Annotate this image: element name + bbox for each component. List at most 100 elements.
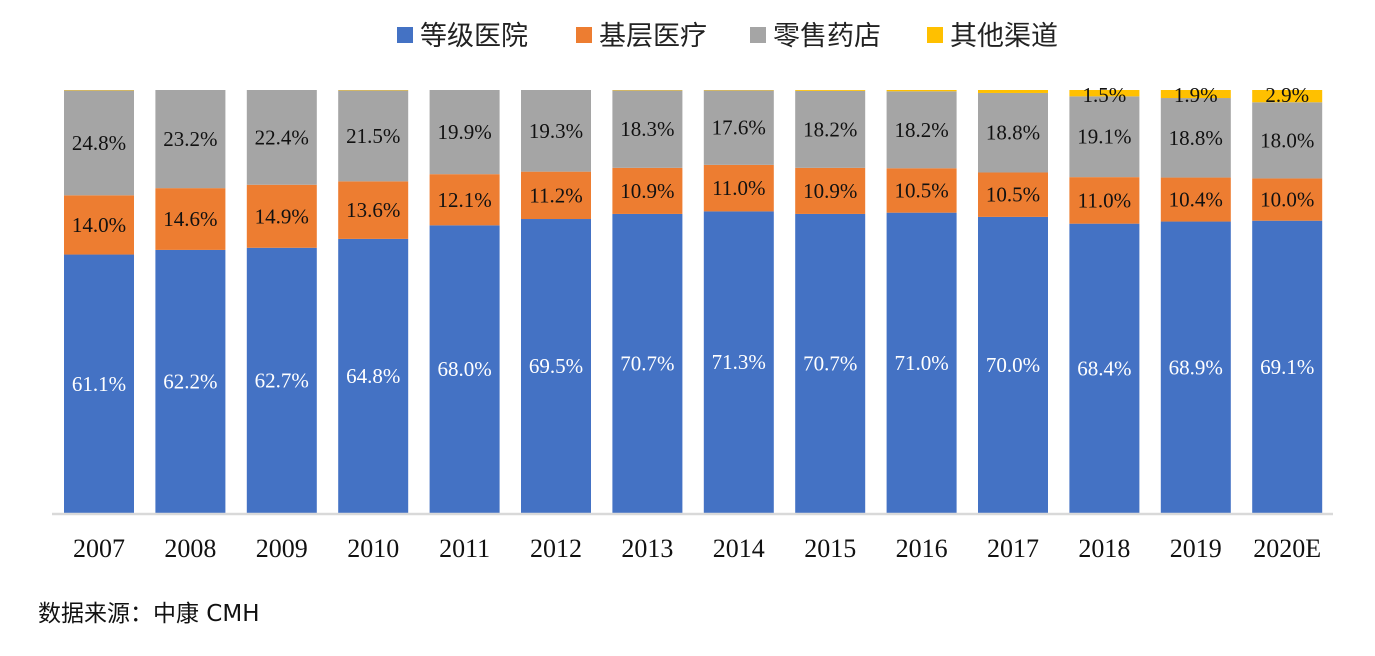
- data-label-2019-0: 68.9%: [1169, 355, 1223, 379]
- data-label-2014-1: 11.0%: [712, 176, 765, 200]
- data-label-2015-0: 70.7%: [803, 351, 857, 375]
- data-label-2013-1: 10.9%: [620, 179, 674, 203]
- bar-segment-2018-2: [1069, 96, 1140, 178]
- x-tick-2013: 2013: [621, 534, 673, 563]
- bar-segment-2019-3: [1160, 90, 1231, 99]
- data-label-2017-2: 18.8%: [986, 121, 1040, 145]
- bar-segment-2016-1: [886, 168, 957, 213]
- bar-segment-2009-1: [246, 184, 317, 248]
- bar-segment-2007-2: [64, 90, 134, 196]
- bar-segment-2020E-1: [1252, 178, 1323, 221]
- bar-segment-2016-3: [886, 90, 957, 92]
- legend-label-2: 零售药店: [773, 21, 881, 52]
- data-label-2016-1: 10.5%: [894, 178, 948, 202]
- bar-segment-2010-1: [338, 181, 409, 239]
- bar-segment-2018-3: [1069, 90, 1140, 97]
- bar-segment-2016-2: [886, 91, 957, 169]
- data-label-2020E-1: 10.0%: [1260, 188, 1314, 212]
- x-tick-2010: 2010: [347, 534, 399, 563]
- bar-segment-2019-0: [1160, 221, 1231, 514]
- bar-segment-2017-3: [978, 90, 1048, 93]
- bar-segment-2014-2: [703, 90, 774, 165]
- data-label-2008-2: 23.2%: [163, 127, 217, 151]
- bar-segment-2014-0: [703, 211, 774, 513]
- x-tick-2016: 2016: [896, 534, 948, 563]
- bar-segment-2008-1: [155, 188, 226, 250]
- bar-segment-2015-3: [795, 90, 866, 91]
- data-label-2013-0: 70.7%: [620, 351, 674, 375]
- data-label-2014-0: 71.3%: [712, 350, 766, 374]
- legend: 等级医院 基层医疗 零售药店 其他渠道: [397, 21, 1058, 52]
- bar-segment-2007-1: [64, 195, 134, 255]
- data-label-2017-0: 70.0%: [986, 353, 1040, 377]
- x-tick-2011: 2011: [439, 534, 490, 563]
- source-note: 数据来源：中康 CMH: [38, 601, 260, 627]
- data-label-2012-2: 19.3%: [529, 119, 583, 143]
- x-tick-labels: 2007 2008 2009 2010 2011 2012 2013 2014 2015 2016…: [73, 534, 1321, 563]
- data-label-2018-3: 1.5%: [1083, 83, 1127, 107]
- bar-segment-2020E-3: [1252, 90, 1323, 103]
- data-label-2007-0: 61.1%: [72, 372, 126, 396]
- bar-segment-2010-0: [338, 238, 409, 513]
- data-label-2016-0: 71.0%: [894, 351, 948, 375]
- bar-segment-2018-1: [1069, 177, 1140, 224]
- bar-segment-2010-2: [338, 90, 409, 182]
- bar-segment-2019-2: [1160, 98, 1231, 178]
- bar-segment-2017-1: [978, 172, 1048, 217]
- x-tick-2018: 2018: [1078, 534, 1130, 563]
- x-tick-2019: 2019: [1170, 534, 1222, 563]
- legend-swatch-0: [397, 27, 413, 43]
- bar-segment-2017-0: [978, 216, 1048, 513]
- data-label-2011-0: 68.0%: [437, 357, 491, 381]
- bar-segment-2007-0: [64, 254, 134, 514]
- data-label-2012-0: 69.5%: [529, 354, 583, 378]
- data-label-2008-1: 14.6%: [163, 207, 217, 231]
- x-tick-2014: 2014: [713, 534, 765, 563]
- bar-segment-2011-0: [429, 225, 500, 514]
- data-label-2007-1: 14.0%: [72, 213, 126, 237]
- x-tick-2017: 2017: [987, 534, 1039, 563]
- bar-segment-2013-0: [612, 213, 683, 513]
- x-tick-2009: 2009: [256, 534, 308, 563]
- data-label-2010-2: 21.5%: [346, 124, 400, 148]
- data-label-2020E-2: 18.0%: [1260, 128, 1314, 152]
- data-label-2020E-0: 69.1%: [1260, 355, 1314, 379]
- legend-label-3: 其他渠道: [950, 21, 1058, 52]
- bar-segment-2014-1: [703, 164, 774, 212]
- bar-segment-2015-0: [795, 213, 866, 513]
- data-label-2019-3: 1.9%: [1174, 83, 1218, 107]
- data-label-2012-1: 11.2%: [529, 183, 582, 207]
- data-label-2015-1: 10.9%: [803, 179, 857, 203]
- data-label-2015-2: 18.2%: [803, 117, 857, 141]
- x-tick-2015: 2015: [804, 534, 856, 563]
- data-label-2014-2: 17.6%: [712, 116, 766, 140]
- bar-segment-2015-1: [795, 167, 866, 214]
- x-tick-2008: 2008: [164, 534, 216, 563]
- bar-segment-2008-0: [155, 249, 226, 513]
- legend-swatch-3: [927, 27, 943, 43]
- bar-segment-2013-1: [612, 167, 683, 214]
- legend-label-0: 等级医院: [420, 21, 528, 52]
- data-label-2016-2: 18.2%: [894, 118, 948, 142]
- bars: [64, 90, 1323, 514]
- bar-segment-2009-0: [246, 247, 317, 513]
- data-label-2018-0: 68.4%: [1077, 356, 1131, 380]
- bar-segment-2009-2: [246, 90, 317, 185]
- legend-label-1: 基层医疗: [599, 21, 707, 52]
- data-label-2009-1: 14.9%: [255, 204, 309, 228]
- bar-segment-2018-0: [1069, 223, 1140, 514]
- x-tick-2012: 2012: [530, 534, 582, 563]
- data-label-2009-2: 22.4%: [255, 125, 309, 149]
- bar-segment-2011-2: [429, 90, 500, 175]
- bar-segment-2017-2: [978, 92, 1048, 173]
- legend-swatch-2: [750, 27, 766, 43]
- x-tick-2007: 2007: [73, 534, 125, 563]
- bar-segment-2015-2: [795, 90, 866, 168]
- data-label-2018-1: 11.0%: [1078, 188, 1131, 212]
- data-label-2019-2: 18.8%: [1169, 126, 1223, 150]
- data-label-2018-2: 19.1%: [1077, 125, 1131, 149]
- data-label-2008-0: 62.2%: [163, 369, 217, 393]
- legend-swatch-1: [576, 27, 592, 43]
- bar-segment-2012-1: [521, 171, 591, 220]
